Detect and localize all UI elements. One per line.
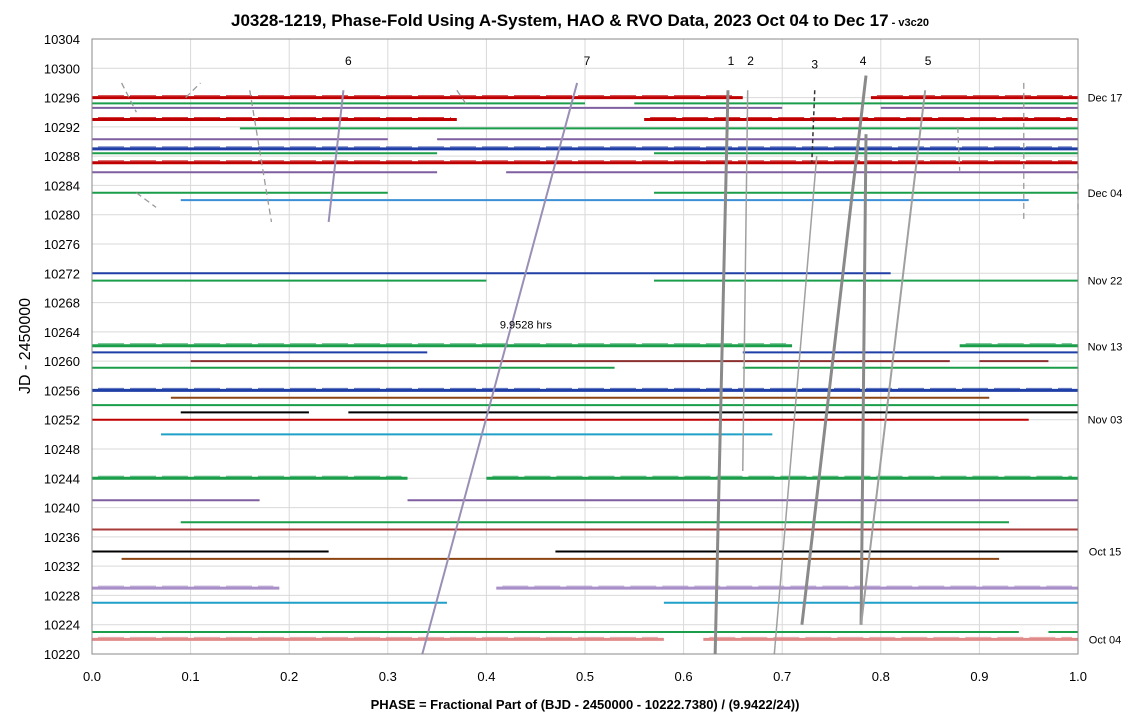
line-label: 1 <box>728 54 735 68</box>
y-tick-label: 10220 <box>44 647 80 662</box>
plot-frame <box>91 38 1079 655</box>
y-tick-label: 10256 <box>44 383 80 398</box>
x-tick-label: 0.3 <box>379 669 397 684</box>
drift-line <box>327 90 345 223</box>
y-tick-label: 10248 <box>44 442 80 457</box>
drift-line <box>859 134 868 625</box>
date-label: Nov 22 <box>1088 276 1123 288</box>
chart-title: J0328-1219, Phase-Fold Using A-System, H… <box>231 11 929 30</box>
y-tick-label: 10240 <box>44 501 80 516</box>
y-tick-label: 10292 <box>44 120 80 135</box>
drift-line <box>773 156 818 655</box>
drift-line <box>811 90 816 164</box>
dashed-segment <box>185 82 201 99</box>
y-tick-label: 10260 <box>44 354 80 369</box>
series-layer <box>92 95 1078 641</box>
x-tick-label: 0.7 <box>773 669 791 684</box>
y-tick-label: 10236 <box>44 530 80 545</box>
y-tick-label: 10300 <box>44 61 80 76</box>
drift-line <box>860 90 927 625</box>
y-tick-label: 10252 <box>44 413 80 428</box>
dashed-segment <box>135 192 157 208</box>
line-label: 5 <box>925 54 932 68</box>
date-labels: Dec 17 Dec 04 Nov 22 Nov 13 Nov 03 Oct 15 Oct … <box>1088 93 1123 647</box>
line-label: 6 <box>345 54 352 68</box>
drift-line <box>421 82 579 655</box>
chart-title-main: J0328-1219, Phase-Fold Using A-System, H… <box>231 11 889 30</box>
line-label: 2 <box>747 54 754 68</box>
y-tick-label: 10272 <box>44 266 80 281</box>
x-tick-label: 0.5 <box>576 669 594 684</box>
dashed-segment <box>456 89 468 106</box>
y-tick-label: 10304 <box>44 32 80 47</box>
dashed-segment <box>957 126 961 171</box>
x-tick-label: 0.0 <box>83 669 101 684</box>
drift-line <box>713 90 730 655</box>
date-label: Dec 04 <box>1088 188 1123 200</box>
line-label: 7 <box>584 54 591 68</box>
date-label: Oct 15 <box>1089 547 1121 559</box>
y-tick-label: 10244 <box>44 471 80 486</box>
date-label: Dec 17 <box>1088 93 1123 105</box>
y-tick-label: 10232 <box>44 559 80 574</box>
drift-line <box>800 75 868 625</box>
dashed-segment <box>249 90 273 223</box>
line-label: 4 <box>860 54 867 68</box>
x-tick-labels: 0.0 0.1 0.2 0.3 0.4 0.5 0.6 0.7 0.8 0.9 1.0 <box>83 669 1087 684</box>
x-axis-label: PHASE = Fractional Part of (BJD - 245000… <box>371 697 800 712</box>
drift-line <box>742 90 749 471</box>
y-axis-label: JD - 2450000 <box>17 298 34 394</box>
x-tick-label: 0.8 <box>872 669 890 684</box>
y-tick-labels: 10220 10224 10228 10232 10236 10240 10244 10248… <box>44 32 80 662</box>
y-tick-label: 10296 <box>44 91 80 106</box>
y-tick-label: 10276 <box>44 237 80 252</box>
x-tick-label: 0.9 <box>970 669 988 684</box>
y-tick-label: 10288 <box>44 149 80 164</box>
y-tick-label: 10228 <box>44 588 80 603</box>
line-label: 3 <box>811 58 818 72</box>
x-tick-label: 0.2 <box>280 669 298 684</box>
dashed-segment <box>120 82 137 113</box>
y-tick-label: 10224 <box>44 618 80 633</box>
y-tick-label: 10284 <box>44 178 80 193</box>
x-tick-label: 0.4 <box>477 669 495 684</box>
x-tick-label: 1.0 <box>1069 669 1087 684</box>
drift-lines-layer <box>120 75 1079 655</box>
y-tick-label: 10280 <box>44 208 80 223</box>
date-label: Oct 04 <box>1089 634 1121 646</box>
line-labels: 1 2 3 4 5 6 7 <box>345 54 932 72</box>
chart-title-sub: - v3c20 <box>889 17 929 29</box>
period-label: 9.9528 hrs <box>500 320 552 332</box>
x-tick-label: 0.6 <box>675 669 693 684</box>
y-tick-label: 10268 <box>44 296 80 311</box>
y-tick-label: 10264 <box>44 325 80 340</box>
date-label: Nov 03 <box>1088 415 1123 427</box>
x-tick-label: 0.1 <box>182 669 200 684</box>
date-label: Nov 13 <box>1088 342 1123 354</box>
